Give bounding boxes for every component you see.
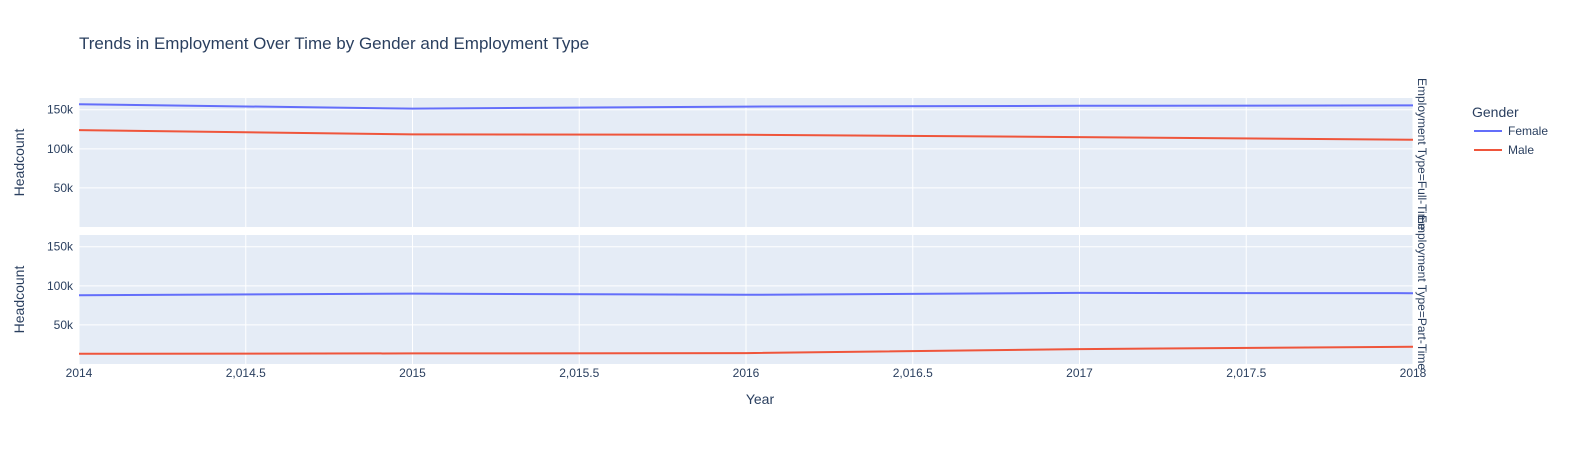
x-tick-label: 2018: [1400, 366, 1427, 380]
facet-label: Employment Type=Part-Time: [1415, 215, 1429, 370]
legend-title: Gender: [1472, 104, 1519, 120]
y-tick-label: 100k: [47, 142, 74, 156]
x-tick-label: 2,016.5: [893, 366, 933, 380]
y-axis-title: Headcount: [11, 129, 27, 197]
y-tick-label: 150k: [47, 103, 74, 117]
legend-label-male: Male: [1508, 143, 1534, 157]
panels: 50k 100k 150k Headcount Employment Type=Full…: [11, 78, 1429, 380]
legend-label-female: Female: [1508, 124, 1548, 138]
x-axis-ticks: 2014 2,014.5 2015 2,015.5 2016 2,016.5 2017 2,0…: [66, 366, 1427, 380]
y-tick-label: 50k: [54, 318, 74, 332]
x-axis-title: Year: [746, 391, 775, 407]
x-tick-label: 2,015.5: [559, 366, 599, 380]
series-line-female: [78, 103, 1414, 110]
series-line-male: [78, 345, 1414, 355]
y-tick-label: 150k: [47, 240, 74, 254]
chart-title: Trends in Employment Over Time by Gender…: [79, 34, 589, 53]
panel-1: 50k 100k 150k Headcount Employment Type=Full…: [11, 78, 1429, 231]
series-line-male: [78, 129, 1414, 141]
series-line-female: [78, 291, 1414, 297]
x-tick-label: 2017: [1066, 366, 1093, 380]
x-tick-label: 2015: [399, 366, 426, 380]
x-tick-label: 2,014.5: [226, 366, 266, 380]
x-tick-label: 2016: [733, 366, 760, 380]
x-tick-label: 2,017.5: [1226, 366, 1266, 380]
panel-2: 50k 100k 150k Headcount Employment Type=Part…: [11, 215, 1429, 370]
x-tick-label: 2014: [66, 366, 93, 380]
y-tick-label: 100k: [47, 279, 74, 293]
y-tick-label: 50k: [54, 181, 74, 195]
y-axis-title: Headcount: [11, 266, 27, 334]
facet-label: Employment Type=Full-Time: [1415, 78, 1429, 231]
legend: Gender Female Male: [1472, 104, 1548, 157]
